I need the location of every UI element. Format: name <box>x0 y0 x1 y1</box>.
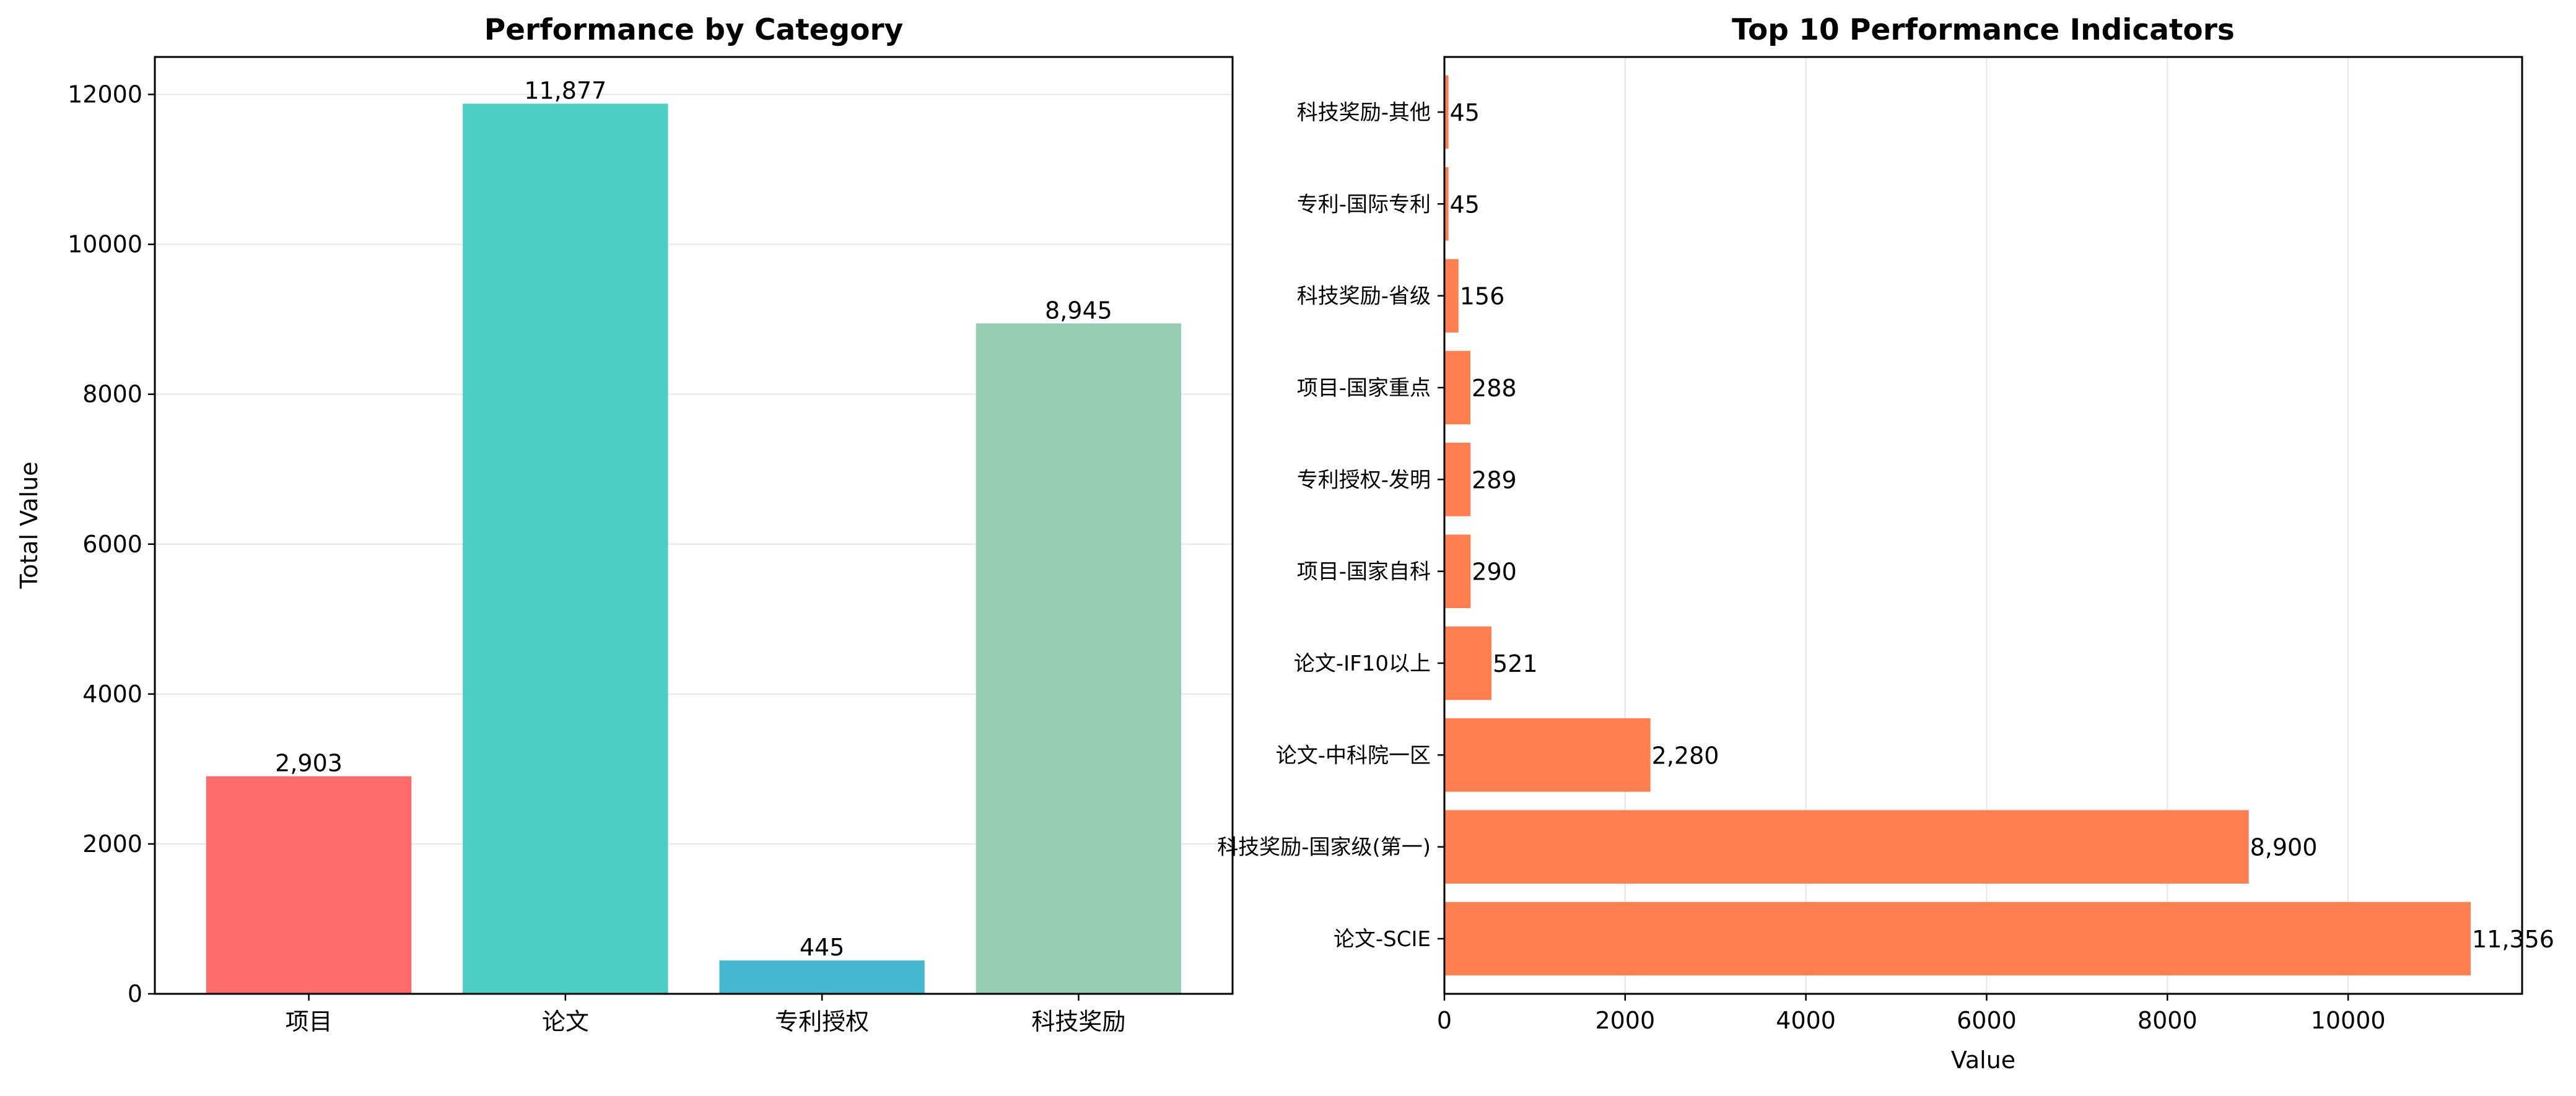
right-y-tick-label: 科技奖励-国家级(第一) <box>1217 835 1431 860</box>
right-y-tick-label: 论文-IF10以上 <box>1294 651 1431 676</box>
left-bar-2 <box>463 103 668 994</box>
right-bar-6 <box>1444 443 1471 516</box>
right-bar-2 <box>1444 810 2249 884</box>
right-bar-5 <box>1444 534 1471 608</box>
right-plot-frame <box>1443 56 2523 995</box>
left-x-tick-label: 科技奖励 <box>1031 1008 1125 1035</box>
left-y-tick-label: 10000 <box>68 231 142 258</box>
right-y-tick-label: 论文-SCIE <box>1334 927 1431 952</box>
left-x-tick-label: 专利授权 <box>775 1008 869 1035</box>
left-y-tick-label: 2000 <box>82 830 142 858</box>
left-bar-value-label: 2,903 <box>275 750 343 777</box>
right-bar-4 <box>1444 626 1492 700</box>
right-bar-1 <box>1444 902 2471 976</box>
left-bar-3 <box>719 960 925 994</box>
left-x-tick-label: 论文 <box>542 1008 589 1035</box>
right-bar-8 <box>1444 259 1459 333</box>
left-bar-value-label: 8,945 <box>1045 297 1112 324</box>
right-bar-value-label: 11,356 <box>2472 926 2554 953</box>
right-bar-value-label: 288 <box>1472 375 1517 402</box>
right-y-tick-label: 项目-国家自科 <box>1297 560 1431 585</box>
right-bar-value-label: 8,900 <box>2250 834 2318 861</box>
right-bar-value-label: 521 <box>1493 650 1538 677</box>
right-chart-title: Top 10 Performance Indicators <box>1732 13 2235 47</box>
right-y-tick-label: 项目-国家重点 <box>1297 376 1431 401</box>
left-y-tick-label: 6000 <box>82 531 142 558</box>
right-x-tick-label: 0 <box>1437 1007 1452 1034</box>
right-x-tick-label: 6000 <box>1957 1007 2017 1034</box>
left-chart-panel: 2,903 11,877 445 8,945 0 2000 4000 6000 8000 100… <box>15 13 1234 1035</box>
left-chart-title: Performance by Category <box>484 13 904 47</box>
left-y-tick-label: 12000 <box>68 81 142 108</box>
right-x-tick-label: 4000 <box>1776 1007 1836 1034</box>
right-bar-7 <box>1444 350 1471 425</box>
right-y-tick-label: 科技奖励-省级 <box>1297 284 1431 309</box>
right-y-tick-label: 专利授权-发明 <box>1297 468 1431 492</box>
right-y-tick-label: 科技奖励-其他 <box>1297 100 1431 125</box>
left-y-tick-label: 8000 <box>82 381 142 408</box>
left-bar-value-label: 445 <box>800 934 845 961</box>
right-bar-value-label: 45 <box>1450 191 1480 218</box>
right-bar-value-label: 156 <box>1460 283 1505 310</box>
left-bar-4 <box>976 323 1182 994</box>
right-x-tick-label: 2000 <box>1595 1007 1655 1034</box>
right-y-tick-label: 专利-国际专利 <box>1297 192 1431 217</box>
right-bar-9 <box>1444 167 1449 241</box>
right-bar-value-label: 290 <box>1472 559 1517 586</box>
right-y-tick-label: 论文-中科院一区 <box>1276 743 1431 768</box>
left-bar-1 <box>206 776 412 994</box>
right-chart-panel: 11,356 8,900 2,280 521 290 289 288 156 45 45 0 200… <box>1217 13 2554 1074</box>
right-bar-value-label: 45 <box>1450 99 1480 126</box>
left-y-tick-label: 0 <box>128 980 142 1007</box>
right-x-tick-label: 8000 <box>2137 1007 2198 1034</box>
right-bar-3 <box>1444 718 1651 792</box>
left-y-axis-label: Total Value <box>15 461 43 589</box>
right-bar-value-label: 289 <box>1472 466 1517 494</box>
right-x-tick-label: 10000 <box>2311 1007 2386 1034</box>
left-y-tick-label: 4000 <box>82 681 142 708</box>
right-bar-value-label: 2,280 <box>1652 742 1719 769</box>
left-x-tick-label: 项目 <box>286 1008 333 1035</box>
right-x-axis-label: Value <box>1951 1046 2015 1074</box>
right-bar-10 <box>1444 75 1449 149</box>
left-bar-value-label: 11,877 <box>524 77 606 104</box>
left-plot-frame <box>154 56 1234 995</box>
